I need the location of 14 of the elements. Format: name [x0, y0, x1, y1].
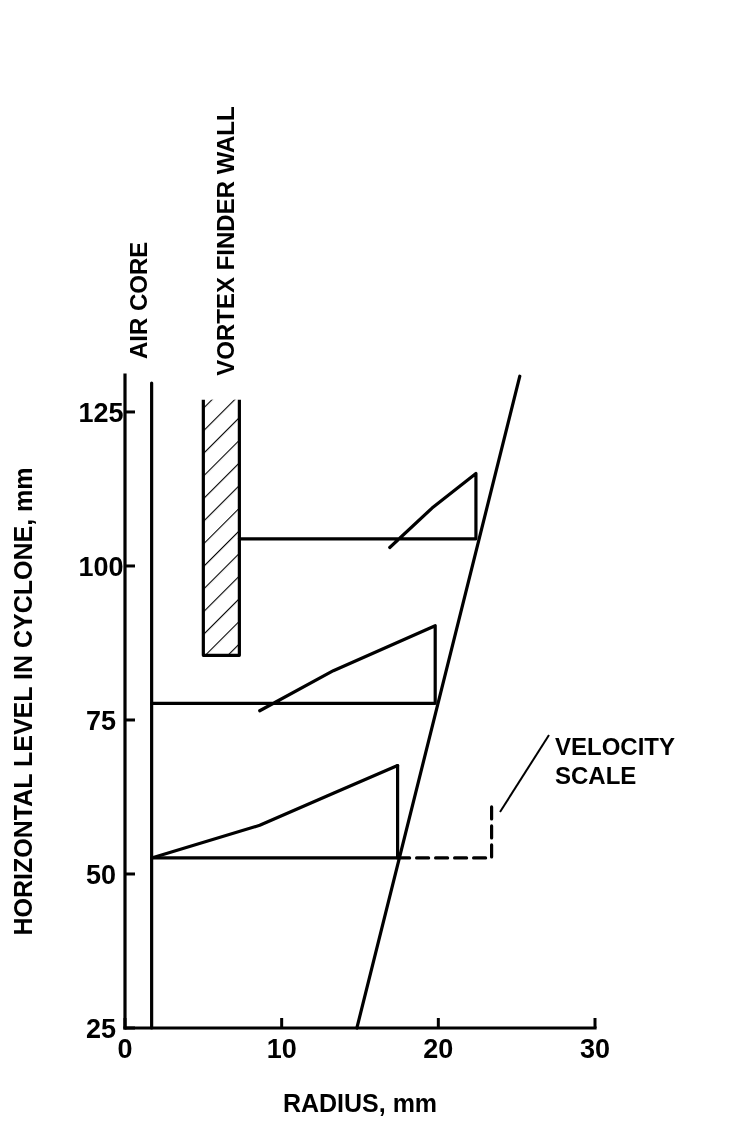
y-tick-label: 25: [85, 1014, 117, 1044]
annotation: AIR CORE: [124, 241, 152, 360]
x-tick-label: 30: [579, 1034, 611, 1064]
y-tick-label: 125: [78, 397, 124, 428]
annotation: VORTEX FINDER WALL: [212, 106, 240, 376]
annotation: VELOCITY SCALE: [555, 733, 676, 789]
x-axis-title: RADIUS, mm: [282, 1089, 438, 1117]
x-tick-label: 0: [117, 1034, 133, 1064]
y-tick-label: 100: [78, 551, 124, 582]
y-tick-label: 75: [85, 705, 117, 736]
x-tick-label: 20: [423, 1034, 454, 1064]
x-tick-label: 10: [266, 1034, 297, 1064]
y-tick-label: 50: [85, 859, 117, 890]
y-axis-title: HORIZONTAL LEVEL IN CYCLONE, mm: [9, 467, 37, 936]
